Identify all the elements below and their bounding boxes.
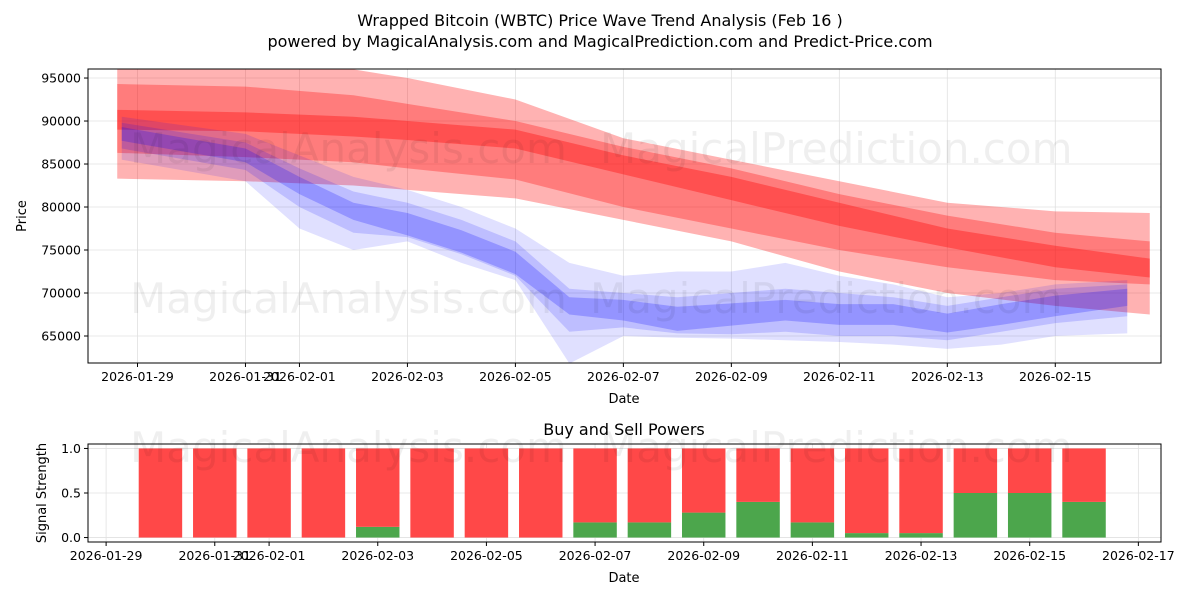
buy-bar	[736, 501, 780, 538]
y-tick-label: 65000	[41, 328, 81, 343]
plot-frame	[87, 443, 1162, 543]
watermark-analysis: MagicalAnalysis.com	[130, 124, 567, 173]
sell-bar	[736, 448, 780, 502]
x-tick-label: 2026-02-03	[341, 548, 414, 563]
buy-bar	[627, 522, 672, 538]
x-tick-label: 2026-02-11	[803, 369, 876, 384]
y-tick-label: 95000	[41, 71, 81, 86]
sell-bar	[138, 448, 183, 538]
plot-frame	[87, 68, 1162, 364]
sell-bar	[301, 448, 346, 538]
x-tick-label: 2026-02-07	[559, 548, 632, 563]
sell-bar	[1007, 448, 1052, 493]
red-mid-band	[117, 84, 1150, 285]
sell-bar	[627, 448, 672, 523]
buy-bar	[681, 512, 726, 538]
watermark-analysis: MagicalAnalysis.com	[130, 423, 567, 472]
sell-bar	[681, 448, 726, 513]
sell-bar	[1062, 448, 1106, 502]
y-tick-label: 0.5	[61, 486, 81, 501]
y-tick-label: 80000	[41, 200, 81, 215]
x-axis-label: Date	[608, 392, 639, 407]
y-tick-label: 75000	[41, 243, 81, 258]
y-tick-label: 85000	[41, 157, 81, 172]
x-tick-label: 2026-02-11	[776, 548, 849, 563]
blue-mid-band	[121, 122, 1128, 341]
y-axis-label: Price	[15, 200, 30, 232]
bands	[117, 69, 1150, 363]
x-tick-label: 2026-02-13	[911, 369, 984, 384]
buy-bar	[573, 522, 617, 538]
x-tick-label: 2026-02-01	[233, 548, 306, 563]
sell-bar	[410, 448, 454, 538]
blue-outer-band	[121, 116, 1128, 363]
x-tick-label: 2026-02-03	[371, 369, 444, 384]
buy-bar	[844, 533, 889, 538]
blue-inner-band	[121, 127, 1128, 333]
watermark-prediction: MagicalPrediction.com	[590, 274, 1063, 323]
buy-bar	[1007, 493, 1052, 538]
sell-bar	[464, 448, 509, 538]
buy-bar	[790, 522, 835, 538]
buy-bar	[356, 526, 400, 538]
buy-bar	[899, 533, 943, 538]
chart-title: Wrapped Bitcoin (WBTC) Price Wave Trend …	[357, 11, 843, 30]
x-tick-label: 2026-01-29	[70, 548, 143, 563]
sell-bar	[573, 448, 617, 523]
x-tick-label: 2026-02-05	[479, 369, 552, 384]
red-core-band	[117, 109, 1150, 278]
sell-bar	[193, 448, 237, 538]
x-tick-label: 2026-02-07	[587, 369, 660, 384]
sell-bar	[844, 448, 889, 534]
x-tick-label: 2026-02-15	[1019, 369, 1092, 384]
sell-bar	[356, 448, 400, 527]
x-tick-label: 2026-02-09	[695, 369, 768, 384]
red-outer-band	[117, 69, 1150, 315]
watermark-prediction: MagicalPrediction.com	[600, 423, 1073, 472]
x-tick-label: 2026-02-15	[993, 548, 1066, 563]
x-tick-label: 2026-02-05	[450, 548, 523, 563]
signal-x-axis-label: Date	[608, 571, 639, 586]
x-tick-label: 2026-01-29	[101, 369, 174, 384]
buy-bar	[1062, 501, 1106, 538]
x-tick-label: 2026-01-31	[178, 548, 251, 563]
x-tick-label: 2026-02-17	[1102, 548, 1175, 563]
sell-bar	[790, 448, 835, 523]
x-tick-label: 2026-02-09	[667, 548, 740, 563]
x-tick-label: 2026-02-13	[885, 548, 958, 563]
sell-bar	[953, 448, 998, 493]
watermark-analysis: MagicalAnalysis.com	[130, 274, 567, 323]
x-tick-label: 2026-02-01	[263, 369, 336, 384]
y-tick-label: 0.0	[61, 530, 81, 545]
y-tick-label: 90000	[41, 114, 81, 129]
signal-y-axis-label: Signal Strength	[35, 443, 50, 543]
y-tick-label: 1.0	[61, 441, 81, 456]
watermark-prediction: MagicalPrediction.com	[600, 124, 1073, 173]
sell-bar	[899, 448, 943, 534]
sell-bar	[519, 448, 563, 538]
signal-title: Buy and Sell Powers	[543, 420, 705, 439]
y-tick-label: 70000	[41, 286, 81, 301]
chart-subtitle: powered by MagicalAnalysis.com and Magic…	[267, 32, 932, 51]
sell-bar	[247, 448, 291, 538]
x-tick-label: 2026-01-31	[209, 369, 282, 384]
buy-bar	[953, 493, 998, 538]
